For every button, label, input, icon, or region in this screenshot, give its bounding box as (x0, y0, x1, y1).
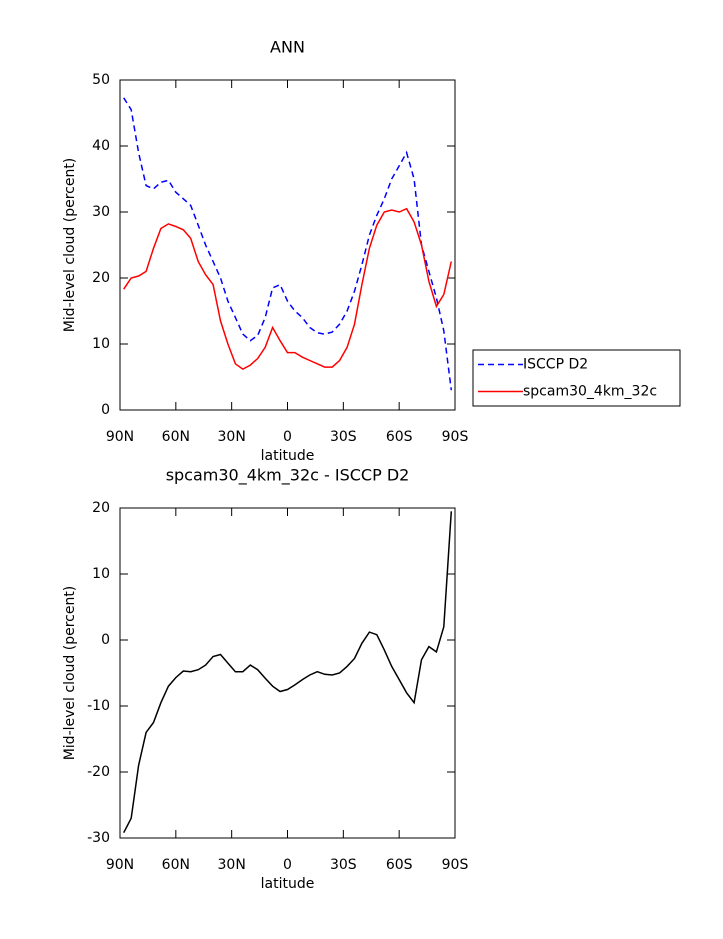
y-tick-label: 0 (101, 632, 110, 648)
y-tick-label: -10 (87, 698, 110, 714)
x-tick-label: 90S (442, 429, 469, 445)
data-line (123, 511, 453, 834)
x-tick-label: 30N (218, 857, 246, 873)
x-tick-label: 60S (386, 857, 413, 873)
legend-label: ISCCP D2 (523, 357, 588, 373)
x-tick-label: 0 (283, 857, 292, 873)
y-axis-label: Mid-level cloud (percent) (62, 158, 78, 333)
x-tick-label: 90N (106, 857, 134, 873)
chart-title: spcam30_4km_32c - ISCCP D2 (166, 466, 410, 486)
x-tick-label: 30S (330, 429, 357, 445)
y-axis-label: Mid-level cloud (percent) (62, 586, 78, 761)
y-tick-label: 10 (92, 566, 110, 582)
x-tick-label: 90S (442, 857, 469, 873)
y-tick-label: -20 (87, 764, 110, 780)
y-tick-label: 50 (92, 72, 110, 88)
legend-label: spcam30_4km_32c (523, 384, 657, 400)
legend-box (472, 349, 681, 407)
x-axis-label: latitude (261, 876, 315, 892)
chart-title: ANN (270, 38, 305, 57)
data-line (123, 207, 453, 370)
y-tick-label: 40 (92, 138, 110, 154)
y-tick-label: 0 (101, 402, 110, 418)
x-tick-label: 90N (106, 429, 134, 445)
x-tick-label: 60S (386, 429, 413, 445)
y-tick-label: 20 (92, 270, 110, 286)
x-tick-label: 0 (283, 429, 292, 445)
y-tick-label: -30 (87, 830, 110, 846)
x-axis-label: latitude (261, 448, 315, 464)
y-tick-label: 30 (92, 204, 110, 220)
x-tick-label: 30S (330, 857, 357, 873)
plot-frame (119, 79, 456, 411)
x-tick-label: 30N (218, 429, 246, 445)
x-tick-label: 60N (162, 429, 190, 445)
y-tick-label: 10 (92, 336, 110, 352)
x-tick-label: 60N (162, 857, 190, 873)
y-tick-label: 20 (92, 500, 110, 516)
data-line (123, 97, 453, 391)
plot-frame (119, 507, 456, 839)
